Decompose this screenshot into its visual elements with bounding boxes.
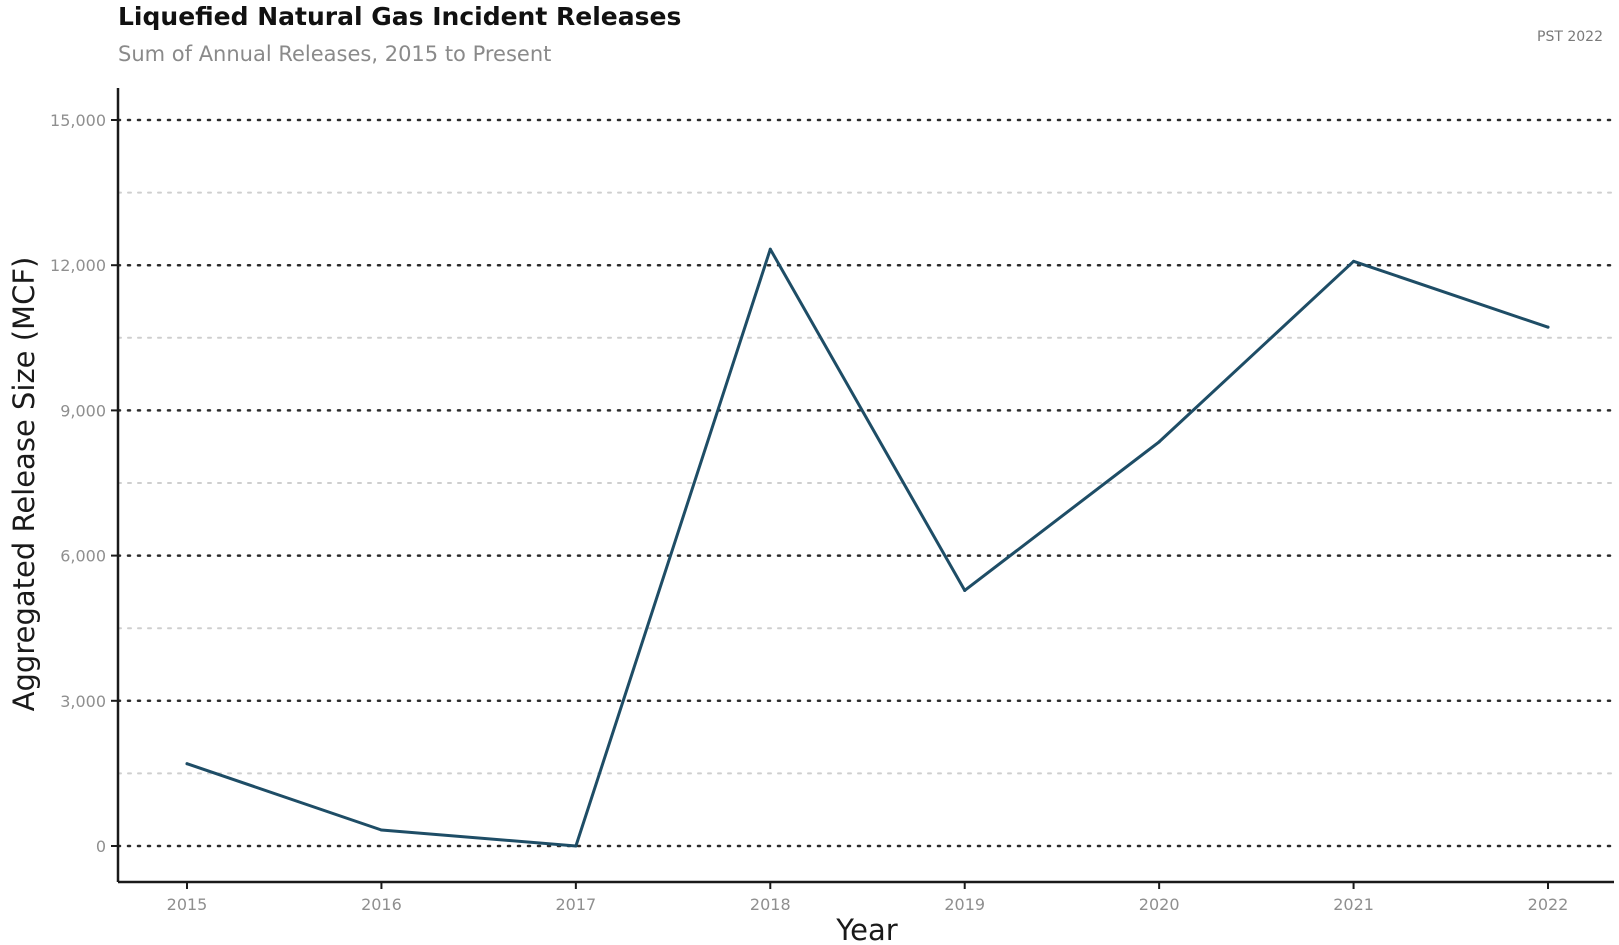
y-tick-label: 9,000 <box>60 401 106 420</box>
chart-title: Liquefied Natural Gas Incident Releases <box>118 2 682 31</box>
data-point <box>1546 325 1550 329</box>
data-point <box>185 762 189 766</box>
data-point <box>379 828 383 832</box>
data-point <box>1352 259 1356 263</box>
y-tick-label: 6,000 <box>60 547 106 566</box>
data-point <box>1157 440 1161 444</box>
x-tick-label: 2019 <box>944 895 985 914</box>
major-gridlines <box>116 118 1616 848</box>
series-line <box>185 247 1550 848</box>
chart-subtitle: Sum of Annual Releases, 2015 to Present <box>118 42 552 66</box>
chart-caption: PST 2022 <box>1537 29 1603 45</box>
x-axis-ticks: 2015 2016 2017 2018 2019 2020 2021 2022 <box>167 882 1569 914</box>
minor-gridlines <box>117 191 1615 775</box>
x-tick-label: 2022 <box>1528 895 1569 914</box>
x-tick-label: 2017 <box>555 895 596 914</box>
x-axis-title: Year <box>835 913 897 945</box>
x-tick-label: 2016 <box>361 895 402 914</box>
x-tick-label: 2015 <box>167 895 208 914</box>
axes <box>116 88 1614 884</box>
y-axis-title: Aggregated Release Size (MCF) <box>7 257 41 712</box>
x-tick-label: 2020 <box>1139 895 1180 914</box>
y-tick-label: 12,000 <box>50 256 106 275</box>
y-axis-ticks: 0 3,000 6,000 9,000 12,000 15,000 <box>50 111 118 856</box>
data-point <box>768 247 772 251</box>
y-tick-label: 3,000 <box>60 692 106 711</box>
series-layer <box>185 247 1550 848</box>
y-tick-label: 15,000 <box>50 111 106 130</box>
data-point <box>574 844 578 848</box>
x-tick-label: 2021 <box>1333 895 1374 914</box>
x-tick-label: 2018 <box>750 895 791 914</box>
data-point <box>963 588 967 592</box>
y-tick-label: 0 <box>96 837 106 856</box>
